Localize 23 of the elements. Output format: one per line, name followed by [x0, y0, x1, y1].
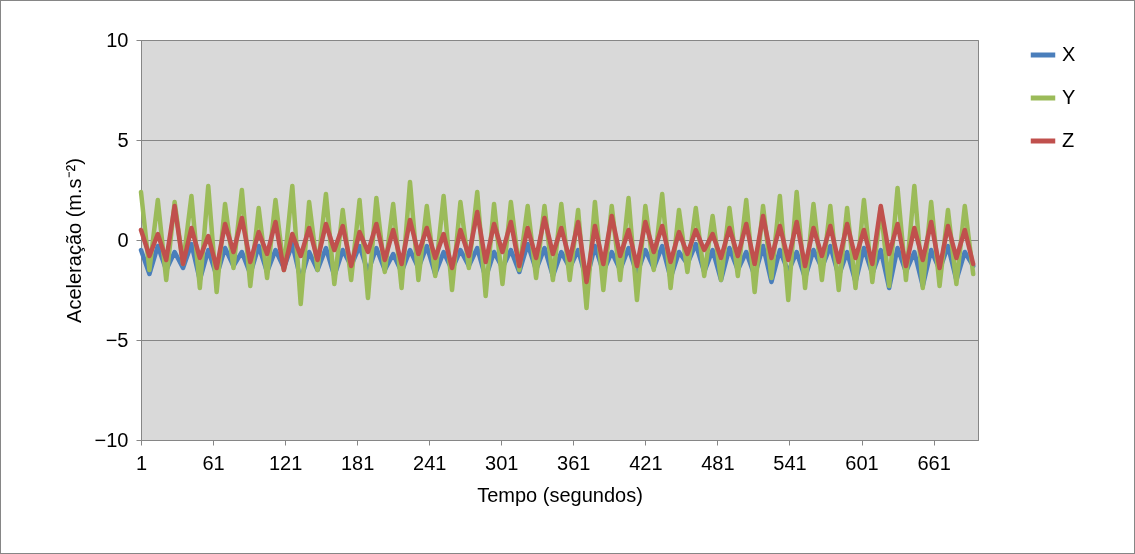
y-tick-label: −10	[94, 428, 129, 451]
legend-label: X	[1062, 43, 1076, 65]
y-tick-label: 5	[117, 128, 129, 151]
x-tick-label: 61	[202, 451, 225, 474]
x-tick-label: 361	[557, 451, 591, 474]
x-tick-label: 1	[135, 451, 148, 474]
x-tick-label: 181	[340, 451, 375, 474]
x-tick-label: 421	[629, 451, 663, 474]
x-tick-label: 121	[268, 451, 303, 474]
x-tick-label: 481	[701, 451, 735, 474]
x-tick-label: 601	[845, 451, 879, 474]
legend-label: Z	[1062, 129, 1075, 151]
y-tick-label: −5	[105, 328, 129, 351]
line-series	[138, 203, 976, 285]
y-axis-title: Aceleração (m.s⁻²)	[62, 158, 85, 323]
y-tick-label: 0	[117, 228, 129, 251]
x-axis-title: Tempo (segundos)	[477, 483, 643, 506]
x-tick-label: 301	[485, 451, 519, 474]
legend-label: Y	[1062, 86, 1076, 108]
y-tick-label: 10	[106, 28, 129, 51]
x-tick-label: 541	[773, 451, 807, 474]
x-tick-label: 241	[413, 451, 447, 474]
x-tick-label: 661	[917, 451, 951, 474]
